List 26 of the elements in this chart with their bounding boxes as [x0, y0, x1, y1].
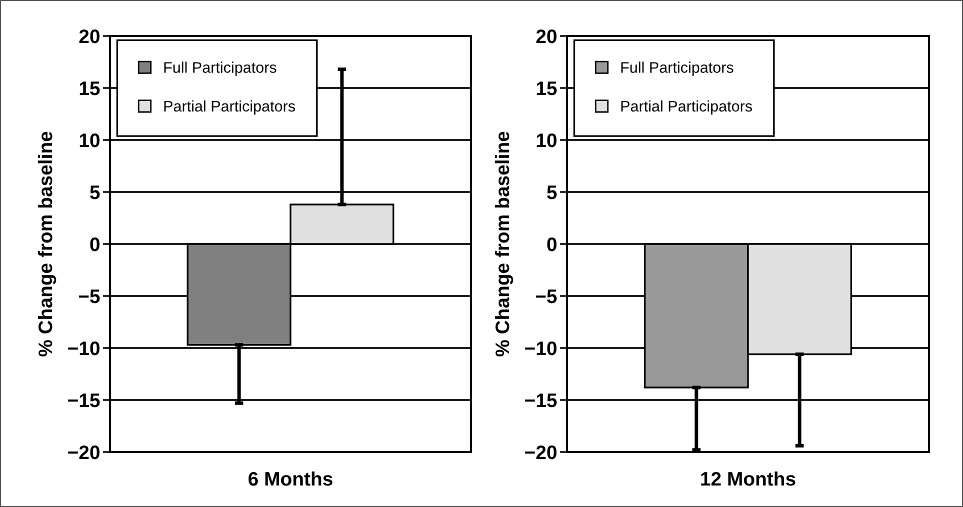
y-tick-label: 0 — [547, 237, 556, 252]
y-tick-label: 15 — [80, 82, 100, 96]
y-tick-label: 20 — [79, 29, 100, 44]
y-tick-label: 5 — [90, 186, 100, 200]
legend-label: Partial Participators — [621, 100, 752, 115]
y-tick-label: −15 — [68, 394, 100, 408]
y-tick-label: −20 — [525, 445, 556, 460]
y-tick-label: −5 — [536, 290, 557, 304]
y-axis-title: % Change from baseline — [494, 132, 514, 356]
x-tick-label: 6 Months — [248, 471, 332, 486]
y-tick-label: 10 — [536, 133, 556, 148]
y-tick-label: −15 — [525, 394, 557, 408]
y-tick-label: −20 — [68, 445, 100, 460]
y-tick-label: −10 — [525, 341, 556, 356]
legend-label: Partial Participators — [164, 100, 295, 115]
legend-label: Full Participators — [164, 62, 276, 76]
y-tick-label: 10 — [80, 133, 100, 148]
y-tick-label: 0 — [90, 237, 100, 252]
y-tick-label: −10 — [68, 341, 100, 356]
y-tick-label: 5 — [547, 186, 557, 200]
y-tick-label: 15 — [536, 82, 557, 96]
y-axis-title: % Change from baseline — [38, 132, 56, 356]
x-tick-label: 12 Months — [701, 471, 796, 486]
legend-label: Full Participators — [621, 62, 734, 76]
y-tick-label: 20 — [536, 29, 556, 44]
y-tick-label: −5 — [78, 290, 100, 304]
